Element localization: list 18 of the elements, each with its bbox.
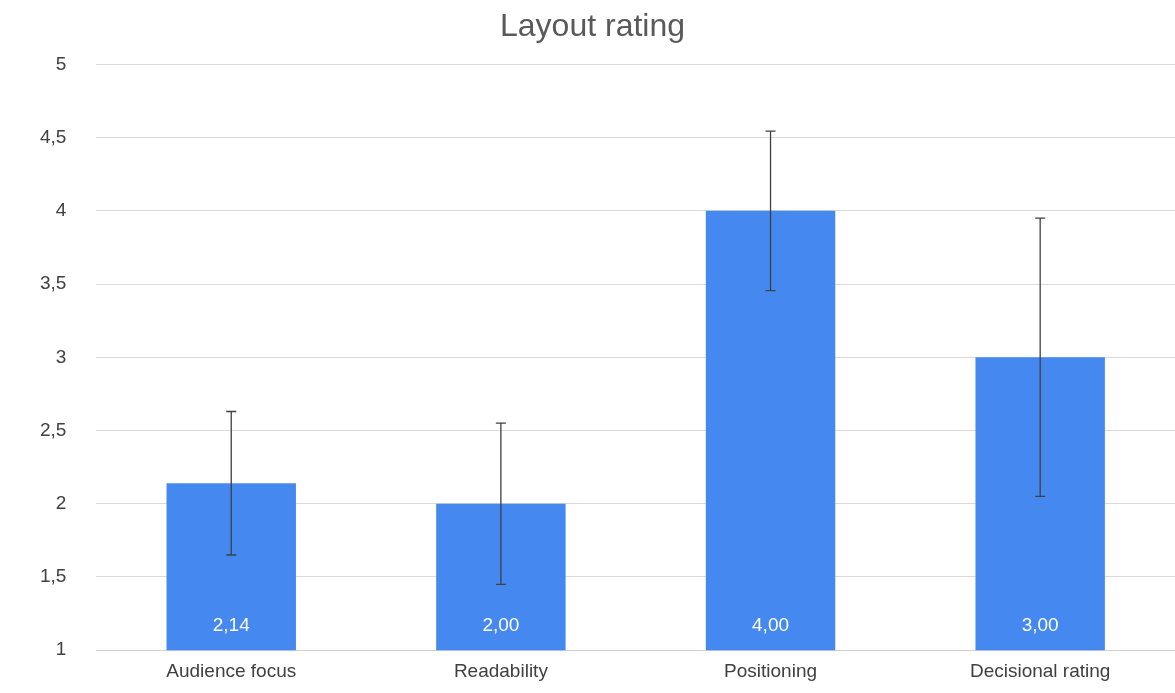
y-tick-label: 3 — [55, 345, 67, 367]
data-label: 2,00 — [482, 614, 520, 636]
x-tick-label: Readability — [453, 659, 549, 681]
data-label: 4,00 — [752, 614, 790, 636]
y-tick-label: 2 — [55, 491, 67, 513]
y-tick-label: 5 — [55, 52, 67, 74]
data-label: 3,00 — [1021, 614, 1059, 636]
y-tick-label: 1,5 — [39, 565, 67, 587]
x-tick-label: Audience focus — [166, 659, 297, 681]
y-tick-label: 4,5 — [39, 125, 67, 147]
y-tick-label: 2,5 — [39, 418, 67, 440]
y-tick-label: 4 — [55, 199, 67, 221]
chart-title: Layout rating — [499, 7, 686, 44]
data-label: 2,14 — [212, 614, 251, 636]
y-tick-label: 1 — [55, 638, 67, 660]
x-tick-label: Positioning — [724, 659, 818, 681]
x-tick-label: Decisional rating — [969, 659, 1111, 681]
y-tick-label: 3,5 — [39, 272, 67, 294]
